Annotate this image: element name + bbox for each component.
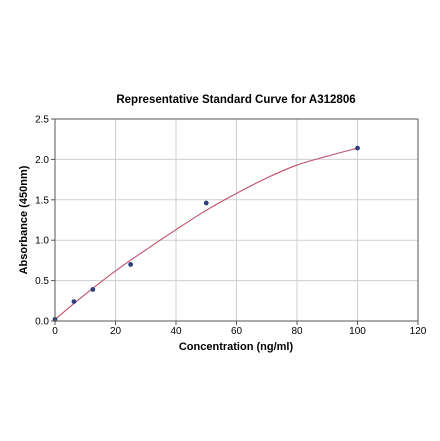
x-tick-label: 60 — [231, 326, 243, 337]
y-tick-label: 1.5 — [35, 195, 49, 206]
x-tick-label: 120 — [410, 326, 427, 337]
y-axis-label: Absorbance (450nm) — [18, 165, 30, 274]
y-tick-label: 2.5 — [35, 115, 49, 126]
data-point — [90, 287, 96, 292]
y-tick-label: 0.5 — [35, 276, 49, 287]
x-tick-label: 40 — [170, 326, 182, 337]
x-axis-label: Concentration (ng/ml) — [179, 341, 294, 353]
fit-curve-line — [54, 147, 358, 320]
x-tick-label: 0 — [52, 326, 58, 337]
grid — [54, 118, 419, 322]
y-tick-label: 2.0 — [35, 155, 49, 166]
data-point — [128, 262, 134, 267]
y-tick-label: 1.0 — [35, 236, 49, 247]
data-point — [355, 145, 360, 151]
chart-title: Representative Standard Curve for A31280… — [116, 94, 355, 106]
data-points — [52, 145, 360, 322]
fit-curve-layer — [54, 147, 358, 320]
x-tick-label: 20 — [110, 326, 122, 337]
y-tick-label: 0.0 — [35, 317, 49, 328]
x-tick-label: 80 — [291, 326, 303, 337]
y-axis: 0.0 0.5 1.0 1.5 2.0 2.5 — [35, 115, 55, 328]
x-tick-label: 100 — [349, 326, 366, 337]
x-axis: 0 20 40 60 80 100 120 — [52, 321, 427, 337]
data-point — [203, 200, 209, 206]
data-point — [71, 299, 77, 305]
